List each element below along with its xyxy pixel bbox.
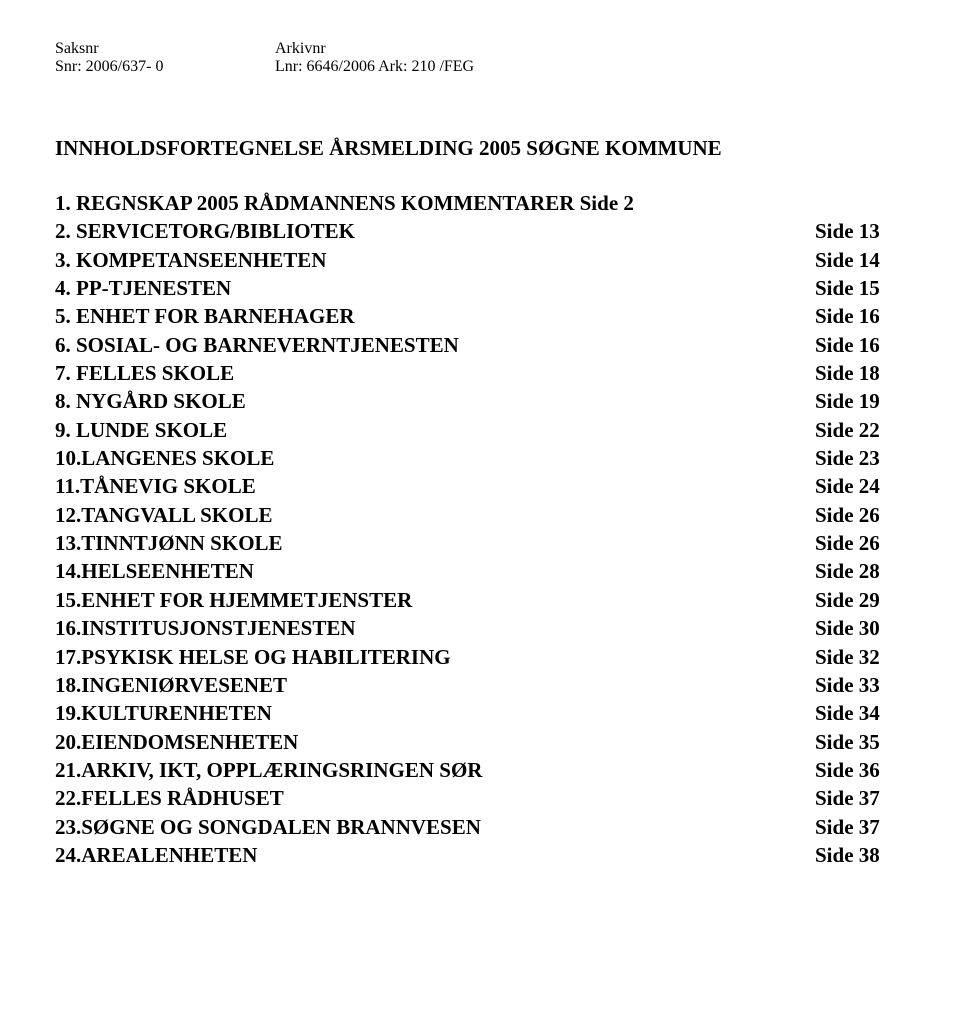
- header-values-row: Snr: 2006/637- 0 Lnr: 6646/2006 Ark: 210…: [55, 58, 905, 76]
- toc-row: 18.INGENIØRVESENETSide 33: [55, 671, 905, 699]
- toc-item-page: Side 14: [815, 246, 905, 274]
- toc-row: 10.LANGENES SKOLESide 23: [55, 444, 905, 472]
- toc-item-label: 2. SERVICETORG/BIBLIOTEK: [55, 217, 815, 245]
- toc-item-label: 17.PSYKISK HELSE OG HABILITERING: [55, 643, 815, 671]
- toc-item-page: Side 32: [815, 643, 905, 671]
- toc-row: 20.EIENDOMSENHETENSide 35: [55, 728, 905, 756]
- header-left-label: Saksnr: [55, 40, 275, 58]
- toc-item-label: 10.LANGENES SKOLE: [55, 444, 815, 472]
- toc-item-page: Side 33: [815, 671, 905, 699]
- header-labels-row: Saksnr Arkivnr: [55, 40, 905, 58]
- toc-row: 17.PSYKISK HELSE OG HABILITERINGSide 32: [55, 643, 905, 671]
- toc-row: 14.HELSEENHETENSide 28: [55, 557, 905, 585]
- toc-item-page: Side 13: [815, 217, 905, 245]
- toc-item-label: 9. LUNDE SKOLE: [55, 416, 815, 444]
- toc-item-label: 24.AREALENHETEN: [55, 841, 815, 869]
- header-right-label: Arkivnr: [275, 40, 326, 58]
- toc-row: 11.TÅNEVIG SKOLESide 24: [55, 472, 905, 500]
- toc-item-label: 14.HELSEENHETEN: [55, 557, 815, 585]
- toc-item-page: Side 19: [815, 387, 905, 415]
- toc-item-label: 18.INGENIØRVESENET: [55, 671, 815, 699]
- toc-item-label: 22.FELLES RÅDHUSET: [55, 784, 815, 812]
- toc-item-page: Side 37: [815, 813, 905, 841]
- toc-item-label: 15.ENHET FOR HJEMMETJENSTER: [55, 586, 815, 614]
- toc-item-page: Side 26: [815, 501, 905, 529]
- page-title: INNHOLDSFORTEGNELSE ÅRSMELDING 2005 SØGN…: [55, 136, 905, 161]
- toc-item-page: Side 34: [815, 699, 905, 727]
- toc-item-page: Side 22: [815, 416, 905, 444]
- toc-item-label: 23.SØGNE OG SONGDALEN BRANNVESEN: [55, 813, 815, 841]
- toc-row: 5. ENHET FOR BARNEHAGERSide 16: [55, 302, 905, 330]
- toc-item-page: Side 15: [815, 274, 905, 302]
- toc-item-label: 1. REGNSKAP 2005 RÅDMANNENS KOMMENTARER …: [55, 189, 815, 217]
- toc-row: 23.SØGNE OG SONGDALEN BRANNVESENSide 37: [55, 813, 905, 841]
- toc-row: 13.TINNTJØNN SKOLESide 26: [55, 529, 905, 557]
- toc-item-label: 16.INSTITUSJONSTJENESTEN: [55, 614, 815, 642]
- toc-item-label: 6. SOSIAL- OG BARNEVERNTJENESTEN: [55, 331, 815, 359]
- toc-item-page: Side 23: [815, 444, 905, 472]
- toc-row: 1. REGNSKAP 2005 RÅDMANNENS KOMMENTARER …: [55, 189, 905, 217]
- toc-item-label: 13.TINNTJØNN SKOLE: [55, 529, 815, 557]
- toc-item-label: 8. NYGÅRD SKOLE: [55, 387, 815, 415]
- toc-item-page: Side 26: [815, 529, 905, 557]
- toc-item-page: Side 16: [815, 302, 905, 330]
- toc-row: 2. SERVICETORG/BIBLIOTEKSide 13: [55, 217, 905, 245]
- toc-row: 19.KULTURENHETENSide 34: [55, 699, 905, 727]
- table-of-contents: 1. REGNSKAP 2005 RÅDMANNENS KOMMENTARER …: [55, 189, 905, 869]
- toc-item-label: 5. ENHET FOR BARNEHAGER: [55, 302, 815, 330]
- toc-item-label: 3. KOMPETANSEENHETEN: [55, 246, 815, 274]
- toc-item-label: 7. FELLES SKOLE: [55, 359, 815, 387]
- toc-row: 9. LUNDE SKOLESide 22: [55, 416, 905, 444]
- toc-row: 7. FELLES SKOLESide 18: [55, 359, 905, 387]
- toc-row: 8. NYGÅRD SKOLESide 19: [55, 387, 905, 415]
- toc-item-label: 20.EIENDOMSENHETEN: [55, 728, 815, 756]
- toc-item-page: Side 24: [815, 472, 905, 500]
- toc-item-label: 19.KULTURENHETEN: [55, 699, 815, 727]
- toc-item-page: Side 30: [815, 614, 905, 642]
- toc-item-label: 12.TANGVALL SKOLE: [55, 501, 815, 529]
- toc-row: 22.FELLES RÅDHUSETSide 37: [55, 784, 905, 812]
- toc-item-label: 11.TÅNEVIG SKOLE: [55, 472, 815, 500]
- header-right-value: Lnr: 6646/2006 Ark: 210 /FEG: [275, 58, 474, 76]
- toc-item-page: Side 28: [815, 557, 905, 585]
- toc-row: 3. KOMPETANSEENHETENSide 14: [55, 246, 905, 274]
- toc-row: 24.AREALENHETENSide 38: [55, 841, 905, 869]
- toc-item-page: Side 36: [815, 756, 905, 784]
- toc-row: 4. PP-TJENESTENSide 15: [55, 274, 905, 302]
- toc-row: 15.ENHET FOR HJEMMETJENSTERSide 29: [55, 586, 905, 614]
- toc-item-label: 4. PP-TJENESTEN: [55, 274, 815, 302]
- toc-item-page: Side 37: [815, 784, 905, 812]
- toc-row: 6. SOSIAL- OG BARNEVERNTJENESTENSide 16: [55, 331, 905, 359]
- toc-row: 12.TANGVALL SKOLESide 26: [55, 501, 905, 529]
- toc-item-page: Side 35: [815, 728, 905, 756]
- header-left-value: Snr: 2006/637- 0: [55, 58, 275, 76]
- toc-item-page: Side 16: [815, 331, 905, 359]
- toc-item-page: Side 29: [815, 586, 905, 614]
- toc-item-page: Side 38: [815, 841, 905, 869]
- toc-row: 16.INSTITUSJONSTJENESTENSide 30: [55, 614, 905, 642]
- toc-item-page: Side 18: [815, 359, 905, 387]
- toc-item-label: 21.ARKIV, IKT, OPPLÆRINGSRINGEN SØR: [55, 756, 815, 784]
- toc-row: 21.ARKIV, IKT, OPPLÆRINGSRINGEN SØRSide …: [55, 756, 905, 784]
